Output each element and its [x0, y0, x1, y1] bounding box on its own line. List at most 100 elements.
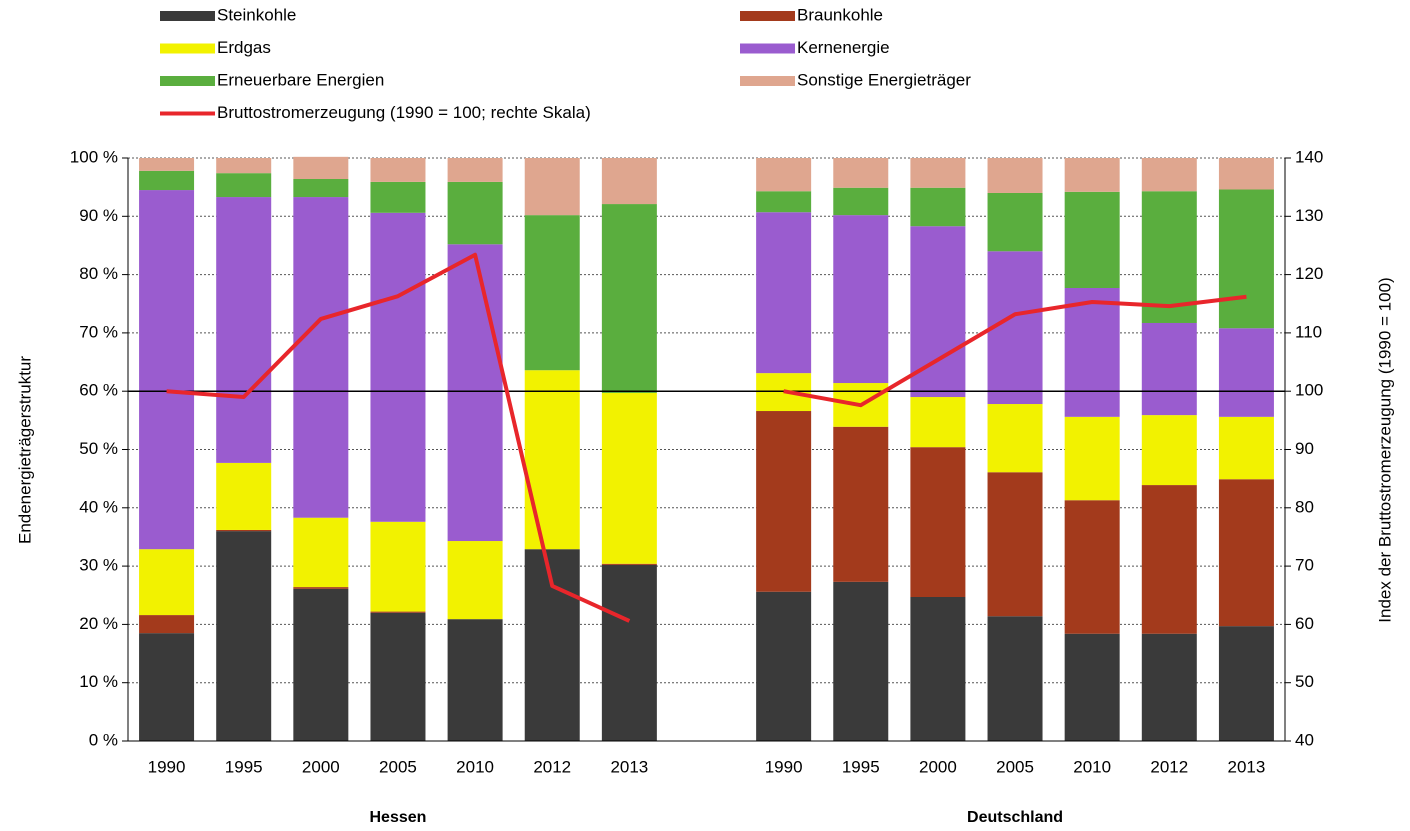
- legend-swatch: [160, 11, 215, 21]
- y-tick-label: 90 %: [79, 206, 118, 225]
- bar-segment: [293, 587, 349, 589]
- bar-segment: [833, 215, 889, 384]
- y-tick-label: 20 %: [79, 614, 118, 633]
- bar-segment: [370, 612, 426, 741]
- x-tick-label: 2000: [302, 757, 340, 776]
- bar-segment: [601, 158, 657, 205]
- bar-segment: [1064, 500, 1120, 634]
- y2-tick-label: 40: [1295, 730, 1314, 749]
- x-tick-label: 2013: [610, 757, 648, 776]
- x-tick-label: 1995: [225, 757, 263, 776]
- x-tick-label: 1995: [842, 757, 880, 776]
- x-tick-label: 2005: [379, 757, 417, 776]
- y-tick-label: 50 %: [79, 439, 118, 458]
- line: [166, 252, 1247, 623]
- bar-segment: [370, 521, 426, 612]
- bar-segment: [1218, 479, 1274, 627]
- bar-segment: [1064, 288, 1120, 417]
- legend-swatch: [740, 43, 795, 54]
- bar-segment: [447, 158, 503, 182]
- y2-tick-label: 80: [1295, 497, 1314, 516]
- bar-segment: [370, 611, 426, 613]
- bar-segment: [756, 191, 812, 213]
- y2-tick-label: 110: [1295, 322, 1322, 341]
- bar-segment: [293, 197, 349, 518]
- bar-segment: [601, 392, 657, 564]
- x-tick-label: 2005: [996, 757, 1034, 776]
- legend-swatch: [740, 76, 795, 86]
- bar-segment: [1218, 416, 1274, 480]
- bar-segment: [216, 462, 272, 530]
- bar-segment: [833, 158, 889, 188]
- bar-segment: [524, 158, 580, 216]
- bar-segment: [524, 215, 580, 371]
- x-tick-label: 2010: [1073, 757, 1111, 776]
- y2-tick-label: 120: [1295, 264, 1323, 283]
- bar-segment: [910, 187, 966, 227]
- legend-swatch: [160, 43, 215, 54]
- bar-segment: [1064, 416, 1120, 501]
- legend-swatch: [160, 76, 215, 86]
- bar-segment: [447, 541, 503, 620]
- bar-segment: [293, 588, 349, 741]
- bar-segment: [139, 190, 195, 550]
- bar-segment: [216, 531, 272, 741]
- y2-tick-label: 100: [1295, 381, 1323, 400]
- x-tick-label: 2010: [456, 757, 494, 776]
- bar-segment: [216, 529, 272, 532]
- bar-segment: [833, 187, 889, 216]
- bar-segment: [216, 158, 272, 174]
- legend-label: Erdgas: [217, 38, 271, 57]
- y2-axis-title: Index der Bruttostromerzeugung (1990 = 1…: [1375, 277, 1394, 622]
- bar-segment: [1141, 415, 1197, 486]
- bar-segment: [216, 197, 272, 463]
- bar-segment: [1218, 328, 1274, 417]
- y-tick-label: 30 %: [79, 556, 118, 575]
- bar-segment: [293, 517, 349, 588]
- bar-segment: [293, 178, 349, 198]
- x-tick-label: 2000: [919, 757, 957, 776]
- bar-segment: [139, 633, 195, 741]
- legend-label: Braunkohle: [797, 5, 883, 24]
- y2-tick-label: 140: [1295, 147, 1323, 166]
- legend-label: Sonstige Energieträger: [797, 70, 971, 89]
- bar-segment: [447, 181, 503, 245]
- bar-segment: [987, 158, 1043, 193]
- bar-segment: [1218, 189, 1274, 329]
- bar-segment: [524, 370, 580, 550]
- group-label: Hessen: [370, 809, 427, 826]
- y-tick-label: 10 %: [79, 672, 118, 691]
- y-tick-label: 60 %: [79, 381, 118, 400]
- bar-segment: [139, 170, 195, 191]
- bar-segment: [601, 563, 657, 565]
- y-tick-label: 0 %: [89, 730, 118, 749]
- bar-segment: [370, 181, 426, 213]
- bar-segment: [987, 616, 1043, 741]
- bar-segment: [1064, 633, 1120, 741]
- bar-segment: [756, 591, 812, 741]
- legend-label: Steinkohle: [217, 5, 296, 24]
- legend-label: Bruttostromerzeugung (1990 = 100; rechte…: [217, 103, 591, 122]
- y-axis-title: Endenergieträgerstruktur: [15, 356, 34, 544]
- y2-tick-label: 130: [1295, 206, 1323, 225]
- y-tick-label: 70 %: [79, 322, 118, 341]
- x-tick-label: 1990: [765, 757, 803, 776]
- legend-label: Kernenergie: [797, 38, 890, 57]
- bar-segment: [1141, 322, 1197, 416]
- bar-segment: [1141, 633, 1197, 741]
- bar-segment: [447, 619, 503, 741]
- group-label: Deutschland: [967, 809, 1063, 826]
- bar-segment: [139, 549, 195, 616]
- bar-segment: [910, 596, 966, 741]
- bar-segment: [910, 447, 966, 597]
- bar-segment: [601, 204, 657, 393]
- bar-segment: [1141, 485, 1197, 634]
- y2-tick-label: 70: [1295, 556, 1314, 575]
- y-tick-label: 80 %: [79, 264, 118, 283]
- bar-segment: [910, 158, 966, 188]
- bar-segment: [756, 411, 812, 592]
- bar-segment: [1141, 191, 1197, 323]
- y2-tick-label: 60: [1295, 614, 1314, 633]
- bar-segment: [1064, 158, 1120, 192]
